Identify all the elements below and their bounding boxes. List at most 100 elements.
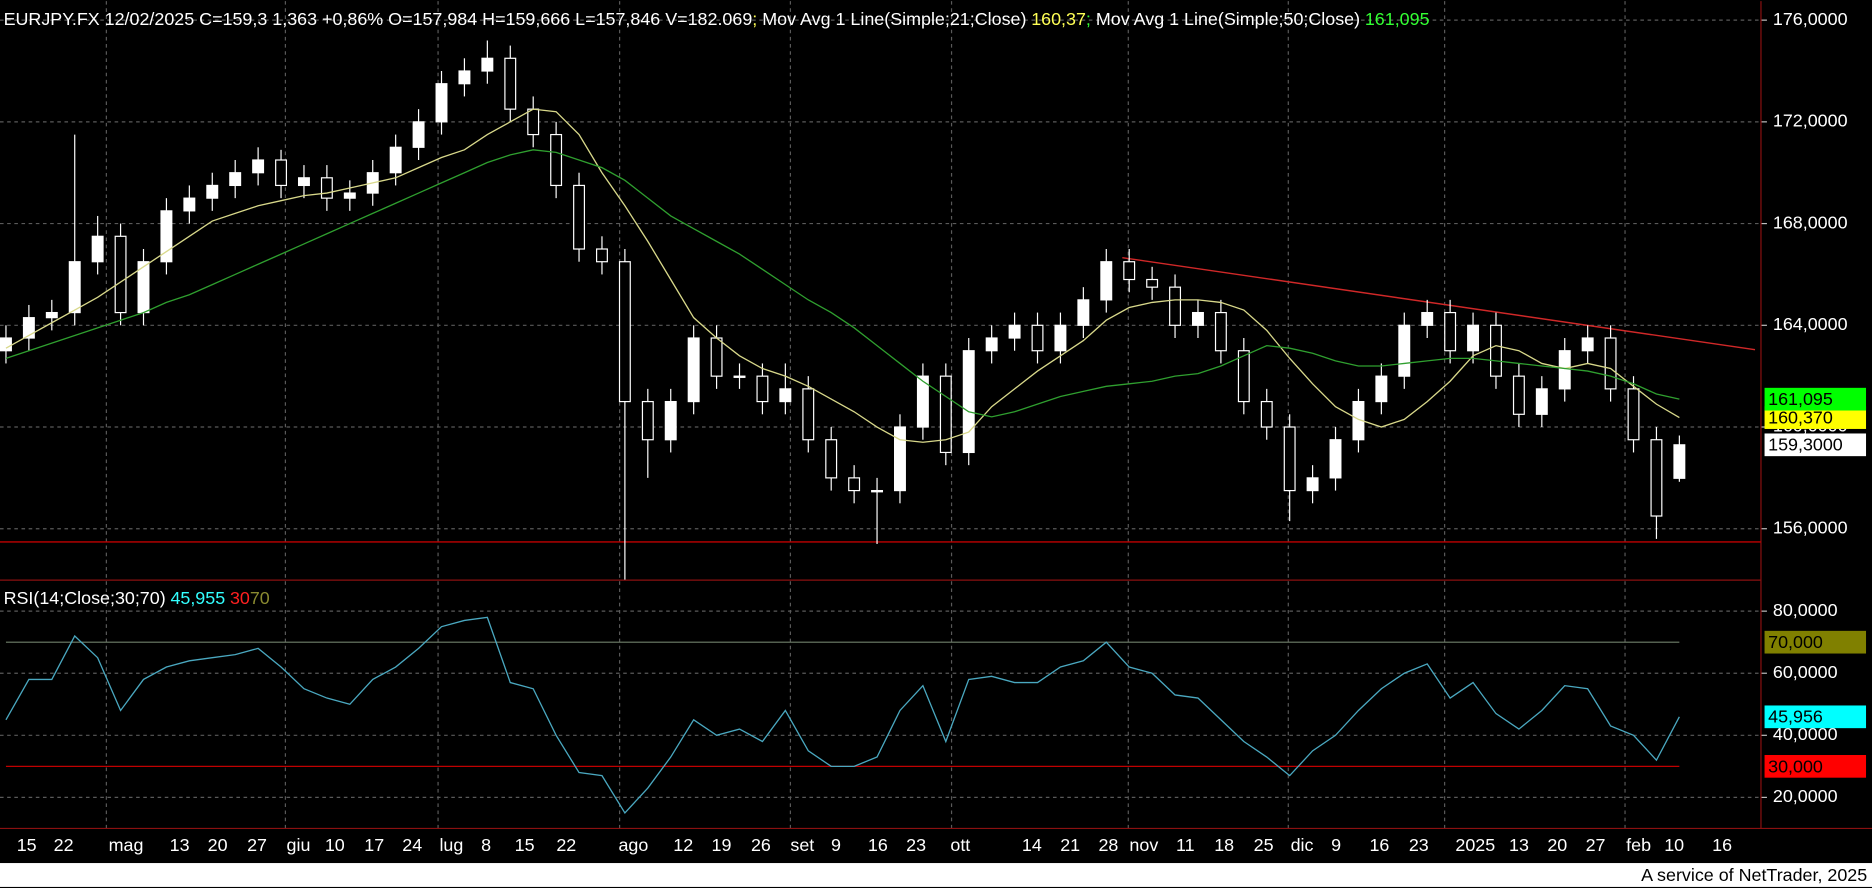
x-tick-label: 26 bbox=[751, 835, 771, 855]
y-tick-label: 176,0000 bbox=[1773, 9, 1848, 29]
level-box bbox=[1764, 630, 1867, 654]
candle-body bbox=[343, 192, 356, 199]
moving-average-box bbox=[1764, 406, 1867, 429]
candle-body bbox=[1008, 324, 1021, 339]
candle-body bbox=[1054, 324, 1067, 352]
y-tick-label: 40,0000 bbox=[1773, 724, 1838, 744]
legend-level: 70 bbox=[250, 588, 270, 608]
candle-body bbox=[435, 83, 448, 123]
x-tick-label: 28 bbox=[1098, 835, 1118, 855]
x-tick-label: 23 bbox=[906, 835, 926, 855]
chart-header: RSI(14;Close;30;70) 45,955 3070 bbox=[4, 588, 270, 608]
trend-line bbox=[1122, 256, 1756, 351]
x-tick-label: 14 bbox=[1022, 835, 1042, 855]
candle-body bbox=[1192, 311, 1204, 326]
rsi-box bbox=[1764, 705, 1867, 729]
x-tick-label: 10 bbox=[1664, 835, 1684, 855]
footer-strip bbox=[0, 863, 1872, 887]
x-tick-label: 18 bbox=[1214, 835, 1234, 855]
candle-body bbox=[1214, 311, 1227, 352]
candle-body bbox=[252, 159, 265, 174]
moving-average-line bbox=[5, 108, 1680, 443]
x-tick-label: 9 bbox=[831, 835, 841, 855]
x-tick-label: 11 bbox=[1176, 835, 1195, 855]
x-tick-label: 25 bbox=[1254, 835, 1274, 855]
candle-body bbox=[389, 146, 402, 174]
legend-name: Mov Avg 1 Line(Simple;21;Close) bbox=[762, 9, 1026, 29]
x-tick-label: 19 bbox=[712, 835, 732, 855]
candle-body bbox=[1673, 444, 1686, 479]
candle-body bbox=[1100, 261, 1113, 301]
x-tick-label: set bbox=[790, 835, 814, 855]
x-tick-label: 16 bbox=[1369, 835, 1389, 855]
x-tick-label: 17 bbox=[364, 835, 384, 855]
candle-body bbox=[550, 133, 563, 187]
x-tick-label: 15 bbox=[17, 835, 37, 855]
candle-body bbox=[1375, 375, 1388, 403]
candle-body bbox=[527, 108, 540, 136]
candle-body bbox=[1237, 350, 1250, 403]
legend-separator: ; bbox=[1086, 9, 1096, 29]
x-tick-label: nov bbox=[1129, 835, 1158, 855]
chart-title: RSI(14;Close;30;70) bbox=[4, 588, 166, 608]
candle-body bbox=[1467, 324, 1480, 352]
x-tick-label: 9 bbox=[1331, 835, 1341, 855]
candle-body bbox=[1627, 388, 1640, 441]
y-tick-label: 20,0000 bbox=[1773, 786, 1838, 806]
x-tick-label: giu bbox=[287, 835, 311, 855]
x-tick-label: 23 bbox=[1409, 835, 1429, 855]
candle-body bbox=[1421, 311, 1434, 326]
x-tick-label: 27 bbox=[247, 835, 267, 855]
candle-body bbox=[481, 57, 494, 72]
x-tick-label: 10 bbox=[325, 835, 345, 855]
x-tick-label: 13 bbox=[1509, 835, 1529, 855]
candle-body bbox=[1558, 350, 1571, 390]
candle-body bbox=[756, 375, 769, 403]
candle-body bbox=[91, 235, 104, 263]
candle-body bbox=[0, 337, 12, 352]
last-close-label: 159,3000 bbox=[1768, 435, 1843, 455]
x-tick-label: 24 bbox=[402, 835, 422, 855]
legend-value: 161,095 bbox=[1365, 9, 1430, 29]
candle-body bbox=[916, 375, 929, 428]
level-label: 30,000 bbox=[1768, 756, 1823, 776]
y-tick-label: 172,0000 bbox=[1773, 111, 1848, 131]
moving-average-line bbox=[5, 149, 1680, 418]
x-tick-label: 21 bbox=[1060, 835, 1080, 855]
candle-body bbox=[1031, 324, 1044, 352]
candle-body bbox=[1650, 439, 1663, 517]
candle-body bbox=[825, 439, 838, 479]
candle-body bbox=[1306, 477, 1319, 492]
candle-body bbox=[1283, 426, 1296, 492]
y-tick-label: 168,0000 bbox=[1773, 212, 1848, 232]
level-box bbox=[1764, 755, 1867, 778]
legend-value: 45,955 bbox=[170, 588, 225, 608]
candle-body bbox=[275, 159, 288, 187]
x-tick-label: lug bbox=[439, 835, 463, 855]
candle-body bbox=[664, 400, 677, 441]
x-tick-label: 22 bbox=[54, 835, 74, 855]
y-tick-label: 164,0000 bbox=[1773, 314, 1848, 334]
x-tick-label: feb bbox=[1626, 835, 1651, 855]
candle-body bbox=[1146, 278, 1159, 288]
x-tick-label: 2025 bbox=[1455, 835, 1495, 855]
candle-body bbox=[504, 57, 517, 110]
x-tick-label: 16 bbox=[868, 835, 888, 855]
candle-body bbox=[894, 426, 906, 492]
x-tick-label: ott bbox=[950, 835, 970, 855]
candle-body bbox=[962, 350, 975, 454]
candle-body bbox=[183, 197, 196, 212]
last-close-box bbox=[1764, 433, 1867, 457]
x-tick-label: dic bbox=[1291, 835, 1314, 855]
candle-body bbox=[595, 248, 608, 263]
candle-body bbox=[687, 337, 700, 403]
x-tick-label: mag bbox=[109, 835, 144, 855]
x-tick-label: 20 bbox=[1547, 835, 1567, 855]
candle-body bbox=[320, 177, 333, 199]
candle-body bbox=[1444, 311, 1457, 352]
x-tick-label: 20 bbox=[208, 835, 228, 855]
footer-text: A service of NetTrader, 2025 bbox=[1641, 865, 1867, 885]
candle-body bbox=[1581, 337, 1594, 352]
x-tick-label: 12 bbox=[673, 835, 693, 855]
